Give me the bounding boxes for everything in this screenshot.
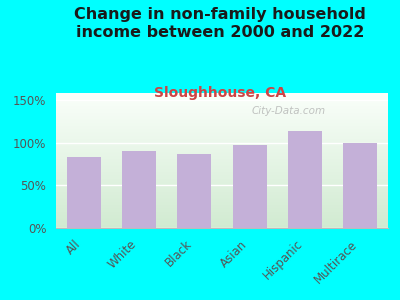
Bar [122, 151, 156, 228]
Bar [288, 131, 322, 228]
Bar [177, 154, 212, 228]
Bar [66, 157, 101, 228]
Bar [232, 145, 267, 228]
Text: City-Data.com: City-Data.com [251, 106, 326, 116]
Text: Change in non-family household
income between 2000 and 2022: Change in non-family household income be… [74, 8, 366, 40]
Bar [343, 143, 378, 228]
Text: Sloughhouse, CA: Sloughhouse, CA [154, 85, 286, 100]
